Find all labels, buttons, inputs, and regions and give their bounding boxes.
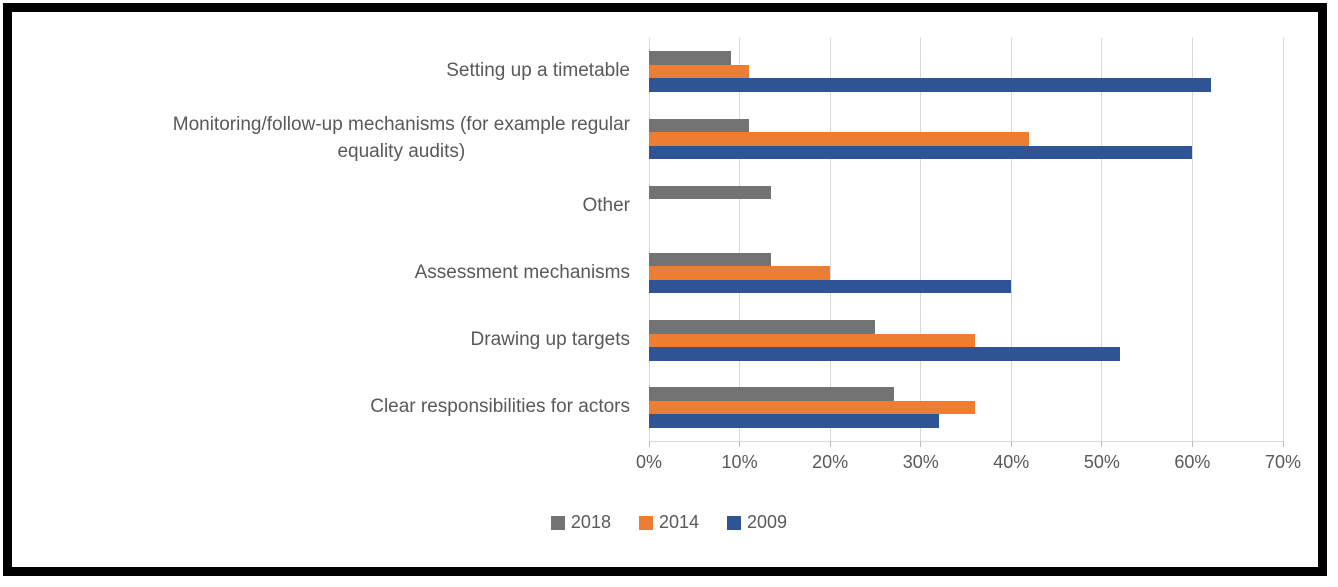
x-axis-tick-label: 0% (635, 452, 663, 472)
axis-tick-mark (829, 441, 831, 447)
gridline (1191, 38, 1193, 441)
bar-group (649, 172, 1283, 239)
legend-item-2014: 2014 (638, 512, 700, 533)
bar-2018 (649, 51, 731, 65)
bar-group (649, 38, 1283, 105)
bar-2014 (649, 333, 976, 348)
bar-2018 (649, 387, 894, 401)
bar-group (649, 307, 1283, 374)
bar-2014 (649, 132, 1030, 146)
axis-tick-mark (648, 441, 650, 447)
x-axis-tick-label: 30% (902, 452, 939, 472)
bar-2014 (649, 64, 749, 79)
x-axis-tick-label: 40% (993, 452, 1030, 472)
category-row: Clear responsibilities for actors (12, 374, 630, 441)
axis-tick-mark (1191, 441, 1193, 447)
bar-rows (649, 38, 1283, 441)
bar-2014 (649, 266, 831, 280)
legend-swatch-icon (727, 515, 742, 530)
bar-2009 (649, 279, 1012, 294)
gridline (648, 38, 650, 441)
gridline (920, 38, 922, 441)
bar-group (649, 240, 1283, 307)
axis-tick-mark (739, 441, 741, 447)
gridline (829, 38, 831, 441)
legend-item-2009: 2009 (727, 512, 787, 533)
legend-swatch-icon (550, 515, 565, 530)
category-label: Monitoring/follow-up mechanisms (for exa… (172, 114, 630, 162)
legend-label: 2009 (747, 512, 788, 532)
bar-group (649, 105, 1283, 172)
gridline (1101, 38, 1103, 441)
legend-label: 2018 (570, 512, 611, 532)
axis-tick-mark (1010, 441, 1012, 447)
axis-tick-mark (1282, 441, 1284, 447)
x-axis-tick-label: 60% (1174, 452, 1211, 472)
category-label: Clear responsibilities for actors (370, 396, 630, 418)
category-row: Drawing up targets (12, 307, 630, 374)
category-row: Assessment mechanisms (12, 240, 630, 307)
legend-label: 2014 (658, 512, 700, 532)
axis-tick-mark (920, 441, 922, 447)
x-axis-tick-label: 20% (812, 452, 849, 472)
bar-2009 (649, 347, 1120, 361)
bar-2014 (649, 400, 976, 415)
bar-2018 (649, 118, 749, 132)
category-row: Setting up a timetable (12, 38, 630, 105)
category-label: Assessment mechanisms (414, 261, 630, 283)
category-label: Setting up a timetable (446, 60, 630, 82)
category-row: Other (12, 172, 630, 239)
x-axis: 0% 10% 20% 30% 40% 50% 60% 70% (636, 452, 1301, 478)
bar-group (649, 374, 1283, 441)
gridline (1282, 38, 1284, 441)
category-row: Monitoring/follow-up mechanisms (for exa… (12, 105, 630, 172)
axis-tick-mark (1101, 441, 1103, 447)
bar-2018 (649, 185, 772, 200)
x-axis-tick-label: 10% (721, 452, 758, 472)
gridline (1010, 38, 1012, 441)
category-label: Drawing up targets (470, 328, 630, 350)
chart-legend: 2018 2014 2009 (0, 512, 1338, 533)
legend-swatch-icon (638, 515, 653, 530)
legend-item-2018: 2018 (550, 512, 611, 533)
plot-area (648, 38, 1284, 447)
bar-2009 (649, 145, 1193, 159)
bar-2009 (649, 414, 939, 428)
bar-2009 (649, 78, 1211, 92)
bar-2018 (649, 320, 876, 334)
gridline (739, 38, 741, 441)
category-axis: Setting up a timetable Monitoring/follow-… (12, 38, 630, 441)
x-axis-tick-label: 70% (1264, 452, 1302, 472)
category-label: Other (582, 194, 630, 216)
x-axis-tick-label: 50% (1083, 452, 1120, 472)
bar-2018 (649, 252, 772, 267)
